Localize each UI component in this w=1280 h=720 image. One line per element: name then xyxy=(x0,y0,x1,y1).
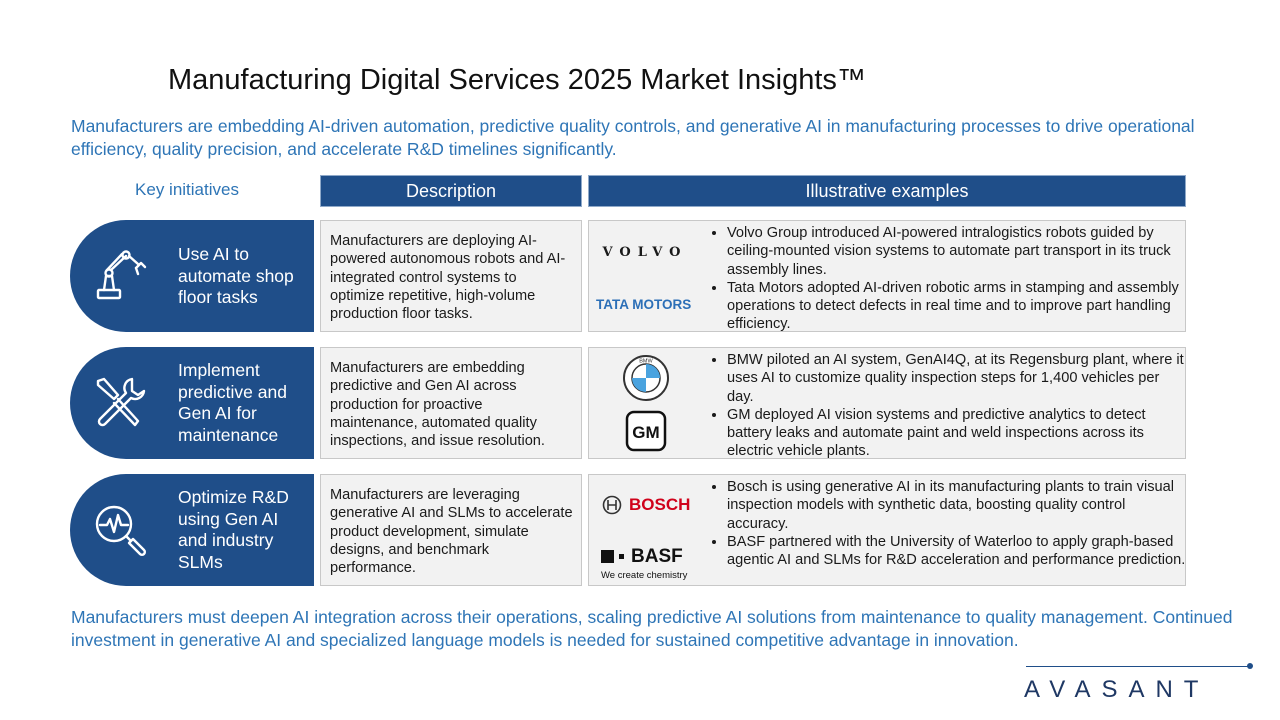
brand-divider xyxy=(1026,666,1248,667)
list-item: BASF partnered with the University of Wa… xyxy=(727,533,1187,570)
list-item: Bosch is using generative AI in its manu… xyxy=(727,478,1187,533)
intro-text: Manufacturers are embedding AI-driven au… xyxy=(71,116,1195,159)
examples-cell: VOLVO TATA MOTORS Volvo Group introduced… xyxy=(588,220,1186,332)
initiative-automate-shop-floor: Use AI to automate shop floor tasks xyxy=(70,220,314,332)
examples-cell: BOSCH BASF We create chemistry Bosch is … xyxy=(588,474,1186,586)
initiative-label: Optimize R&D using Gen AI and industry S… xyxy=(178,487,289,572)
examples-header: Illustrative examples xyxy=(588,175,1186,207)
basf-logo-text: BASF xyxy=(631,546,683,567)
bosch-armature-icon xyxy=(602,495,622,515)
initiative-label: Implement predictive and Gen AI for main… xyxy=(178,360,287,445)
gm-logo: GM xyxy=(625,410,667,452)
key-initiatives-header: Key initiatives xyxy=(135,180,239,199)
basf-mark-icon xyxy=(601,550,624,563)
description-cell: Manufacturers are embedding predictive a… xyxy=(320,347,582,459)
example-list: Volvo Group introduced AI-powered intral… xyxy=(705,224,1187,334)
initiative-optimize-rnd: Optimize R&D using Gen AI and industry S… xyxy=(70,474,314,586)
basf-tagline: We create chemistry xyxy=(601,570,688,581)
examples-cell: BMW GM BMW piloted an AI system, GenAI4Q… xyxy=(588,347,1186,459)
initiative-predictive-maintenance: Implement predictive and Gen AI for main… xyxy=(70,347,314,459)
bmw-logo-text: BMW xyxy=(639,359,653,365)
basf-logo: BASF We create chemistry xyxy=(601,546,687,581)
list-item: GM deployed AI vision systems and predic… xyxy=(727,406,1187,461)
initiative-label: Use AI to automate shop floor tasks xyxy=(178,243,294,307)
magnifier-pulse-icon xyxy=(95,505,147,557)
bmw-logo: BMW xyxy=(623,355,669,401)
description-cell: Manufacturers are leveraging generative … xyxy=(320,474,582,586)
description-cell: Manufacturers are deploying AI-powered a… xyxy=(320,220,582,332)
bosch-logo-text: BOSCH xyxy=(629,495,691,514)
example-list: Bosch is using generative AI in its manu… xyxy=(705,478,1187,569)
avasant-logo: AVASANT xyxy=(1024,676,1210,703)
robot-arm-icon xyxy=(96,250,147,300)
list-item: BMW piloted an AI system, GenAI4Q, at it… xyxy=(727,351,1187,406)
wrench-screwdriver-icon xyxy=(96,377,146,427)
description-header: Description xyxy=(320,175,582,207)
conclusion-text: Manufacturers must deepen AI integration… xyxy=(71,607,1233,650)
page-title: Manufacturing Digital Services 2025 Mark… xyxy=(168,64,866,96)
bosch-logo: BOSCH xyxy=(602,495,690,515)
brand-dot xyxy=(1247,663,1253,669)
gm-logo-text: GM xyxy=(632,423,659,442)
list-item: Volvo Group introduced AI-powered intral… xyxy=(727,224,1187,279)
example-list: BMW piloted an AI system, GenAI4Q, at it… xyxy=(705,351,1187,461)
volvo-logo: VOLVO xyxy=(602,245,688,260)
tata-motors-logo: TATA MOTORS xyxy=(596,297,692,312)
list-item: Tata Motors adopted AI-driven robotic ar… xyxy=(727,279,1187,334)
